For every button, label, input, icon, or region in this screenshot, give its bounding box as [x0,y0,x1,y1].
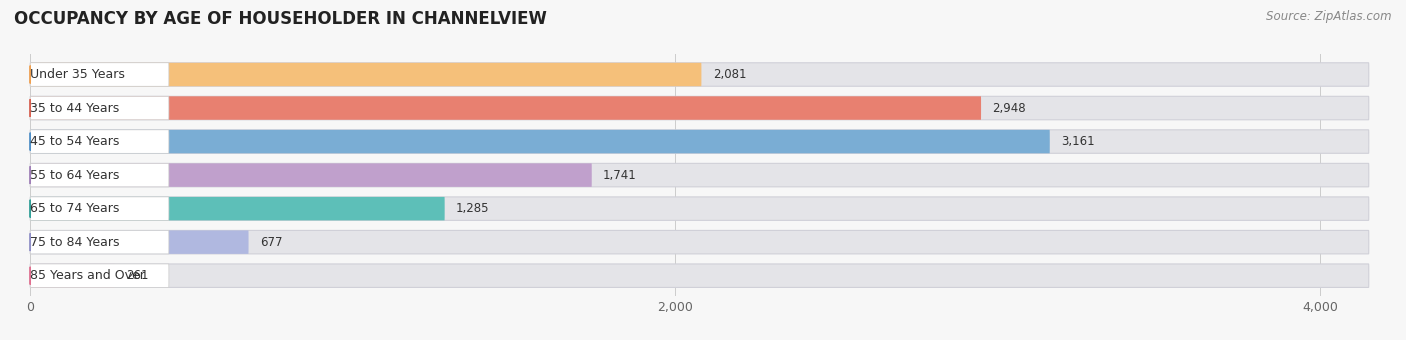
FancyBboxPatch shape [30,96,1369,120]
Text: 75 to 84 Years: 75 to 84 Years [31,236,120,249]
FancyBboxPatch shape [30,63,169,86]
FancyBboxPatch shape [30,163,592,187]
Text: 45 to 54 Years: 45 to 54 Years [31,135,120,148]
Text: Under 35 Years: Under 35 Years [31,68,125,81]
Text: 677: 677 [260,236,283,249]
FancyBboxPatch shape [30,130,1050,153]
Text: 65 to 74 Years: 65 to 74 Years [31,202,120,215]
FancyBboxPatch shape [30,63,702,86]
Text: 1,285: 1,285 [456,202,489,215]
FancyBboxPatch shape [30,96,981,120]
FancyBboxPatch shape [30,197,444,220]
FancyBboxPatch shape [30,130,169,153]
FancyBboxPatch shape [30,197,169,220]
Text: Source: ZipAtlas.com: Source: ZipAtlas.com [1267,10,1392,23]
Text: 261: 261 [125,269,148,282]
Text: 2,948: 2,948 [993,102,1026,115]
FancyBboxPatch shape [30,231,169,254]
FancyBboxPatch shape [30,163,169,187]
Text: 85 Years and Over: 85 Years and Over [31,269,145,282]
FancyBboxPatch shape [30,197,1369,220]
FancyBboxPatch shape [30,231,1369,254]
Text: 35 to 44 Years: 35 to 44 Years [31,102,120,115]
Text: OCCUPANCY BY AGE OF HOUSEHOLDER IN CHANNELVIEW: OCCUPANCY BY AGE OF HOUSEHOLDER IN CHANN… [14,10,547,28]
Text: 2,081: 2,081 [713,68,747,81]
FancyBboxPatch shape [30,130,1369,153]
Text: 3,161: 3,161 [1062,135,1095,148]
FancyBboxPatch shape [30,264,169,287]
FancyBboxPatch shape [30,231,249,254]
Text: 55 to 64 Years: 55 to 64 Years [31,169,120,182]
FancyBboxPatch shape [30,163,1369,187]
FancyBboxPatch shape [30,96,169,120]
FancyBboxPatch shape [30,264,1369,287]
FancyBboxPatch shape [30,264,114,287]
Text: 1,741: 1,741 [603,169,637,182]
FancyBboxPatch shape [30,63,1369,86]
